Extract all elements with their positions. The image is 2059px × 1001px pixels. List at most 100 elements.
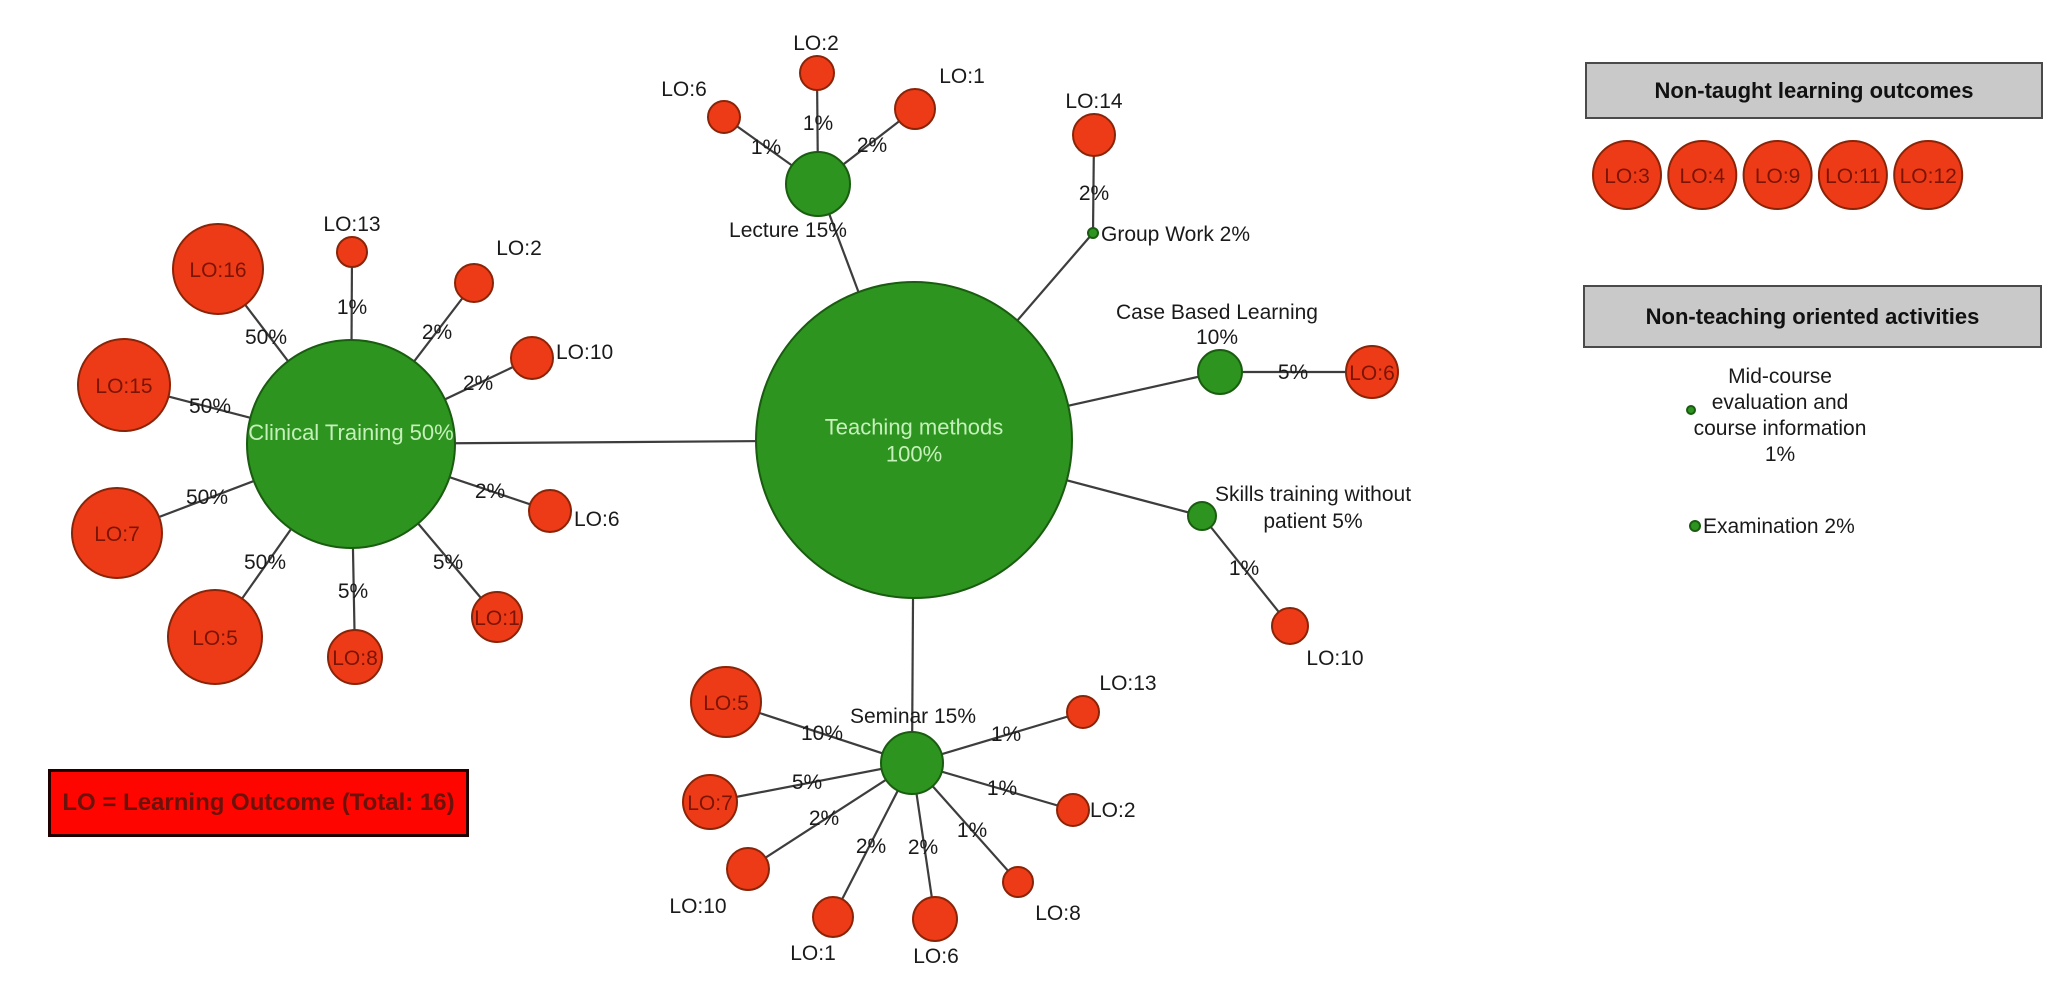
node-outer-label-seminar-lo2: LO:2 <box>1090 799 1136 822</box>
node-outer-label-lecture-lo1: LO:1 <box>939 65 985 88</box>
legend-outcome-lo-3 <box>1592 140 1662 210</box>
node-seminar-lo5 <box>690 666 762 738</box>
node-label-clinical-lo15: LO:15 <box>95 375 152 398</box>
node-clinical-lo8 <box>327 629 383 685</box>
node-outer-label-group-work: Group Work 2% <box>1101 223 1250 246</box>
edge-label-seminar--seminar-lo8: 1% <box>957 819 987 842</box>
legend-outcome-label-lo-9: LO:9 <box>1755 165 1801 188</box>
node-case-based-learning <box>1197 349 1243 395</box>
edge-label-skills-training--skills-lo10: 1% <box>1229 557 1259 580</box>
case-based-learning-label: Case Based Learning 10% <box>1116 301 1318 349</box>
edge-label-seminar--seminar-lo10: 2% <box>809 807 839 830</box>
edge-label-group-work--groupwork-lo14: 2% <box>1079 182 1109 205</box>
node-seminar <box>880 731 944 795</box>
edge-seminar--seminar-lo7 <box>709 761 913 804</box>
node-label-clinical-training: Clinical Training 50% <box>248 420 453 445</box>
legend-activities-title: Non-teaching oriented activities <box>1645 303 1980 329</box>
edge-label-clinical-training--clinical-lo1: 5% <box>433 551 463 574</box>
edge-label-lecture--lecture-lo2: 1% <box>803 112 833 135</box>
node-outer-label-seminar-lo10: LO:10 <box>669 895 726 918</box>
legend-outcome-lo-11 <box>1817 140 1888 210</box>
node-seminar-lo7 <box>682 774 738 830</box>
node-label-cbl-lo6: LO:6 <box>1349 362 1395 385</box>
edge-label-lecture--lecture-lo6: 1% <box>751 136 781 159</box>
node-clinical-lo16 <box>172 223 264 315</box>
node-outer-label-seminar-lo6: LO:6 <box>913 945 959 968</box>
edge-label-clinical-training--clinical-lo15: 50% <box>189 395 231 418</box>
node-outer-label-clinical-lo13: LO:13 <box>323 213 380 236</box>
node-cbl-lo6 <box>1345 345 1399 399</box>
node-outer-label-seminar: Seminar 15% <box>850 705 976 728</box>
node-seminar-lo8 <box>1002 866 1034 898</box>
node-label-seminar-lo7: LO:7 <box>687 792 733 815</box>
edge-label-lecture--lecture-lo1: 2% <box>857 134 887 157</box>
node-clinical-lo2 <box>454 263 494 303</box>
legend-outcome-lo-12 <box>1893 140 1964 210</box>
node-seminar-lo6 <box>912 896 958 942</box>
legend-activity-examination-label: Examination 2% <box>1703 515 1855 538</box>
edge-label-seminar--seminar-lo7: 5% <box>792 771 822 794</box>
node-lecture-lo2 <box>799 55 835 91</box>
node-label-clinical-lo16: LO:16 <box>189 259 246 282</box>
node-outer-label-seminar-lo1: LO:1 <box>790 942 836 965</box>
node-outer-label-lecture-lo6: LO:6 <box>661 78 707 101</box>
node-label-seminar-lo5: LO:5 <box>703 692 749 715</box>
legend-activities-header: Non-teaching oriented activities <box>1583 285 2042 348</box>
node-clinical-lo10 <box>510 336 554 380</box>
node-label-clinical-lo5: LO:5 <box>192 627 238 650</box>
node-label-clinical-lo8: LO:8 <box>332 647 378 670</box>
node-outer-label-skills-lo10: LO:10 <box>1306 647 1363 670</box>
node-outer-label-seminar-lo13: LO:13 <box>1099 672 1156 695</box>
edge-label-case-based-learning--cbl-lo6: 5% <box>1278 361 1308 384</box>
lo-abbreviation-note-text: LO = Learning Outcome (Total: 16) <box>62 789 455 816</box>
node-clinical-training <box>246 339 456 549</box>
node-outer-label-clinical-lo6: LO:6 <box>574 508 620 531</box>
node-seminar-lo13 <box>1066 695 1100 729</box>
edge-label-clinical-training--clinical-lo5: 50% <box>244 551 286 574</box>
skills-training-label: Skills training without patient 5% <box>1215 483 1411 533</box>
edge-label-clinical-training--clinical-lo8: 5% <box>338 580 368 603</box>
node-seminar-lo10 <box>726 847 770 891</box>
edge-label-clinical-training--clinical-lo2: 2% <box>422 321 452 344</box>
node-lecture-lo6 <box>707 100 741 134</box>
edge-label-clinical-training--clinical-lo6: 2% <box>475 480 505 503</box>
edge-label-seminar--seminar-lo6: 2% <box>908 836 938 859</box>
edge-skills-training--skills-lo10 <box>1201 515 1291 627</box>
node-mid-course-dot <box>1686 405 1696 415</box>
legend-non-taught-header: Non-taught learning outcomes <box>1585 62 2043 119</box>
legend-outcome-label-lo-11: LO:11 <box>1825 165 1881 188</box>
legend-outcome-lo-9 <box>1742 140 1813 210</box>
node-seminar-lo2 <box>1056 793 1090 827</box>
edge-label-seminar--seminar-lo13: 1% <box>991 723 1021 746</box>
node-examination-dot <box>1689 520 1701 532</box>
node-outer-label-seminar-lo8: LO:8 <box>1035 902 1081 925</box>
legend-outcome-label-lo-12: LO:12 <box>1900 165 1957 188</box>
legend-non-taught-title: Non-taught learning outcomes <box>1654 77 1974 103</box>
node-clinical-lo13 <box>336 236 368 268</box>
node-clinical-lo7 <box>71 487 163 579</box>
edge-label-seminar--seminar-lo1: 2% <box>856 835 886 858</box>
edge-label-clinical-training--clinical-lo7: 50% <box>186 486 228 509</box>
node-outer-label-groupwork-lo14: LO:14 <box>1065 90 1123 113</box>
node-label-teaching-methods: Teaching methods 100% <box>825 415 1004 467</box>
node-clinical-lo6 <box>528 489 572 533</box>
edge-label-clinical-training--clinical-lo10: 2% <box>463 372 493 395</box>
node-label-clinical-lo1: LO:1 <box>474 607 520 630</box>
node-lecture <box>785 151 851 217</box>
node-skills-lo10 <box>1271 607 1309 645</box>
edge-label-clinical-training--clinical-lo13: 1% <box>337 296 367 319</box>
node-group-work <box>1087 227 1099 239</box>
edge-label-clinical-training--clinical-lo16: 50% <box>245 326 287 349</box>
node-clinical-lo1 <box>471 591 523 643</box>
node-outer-label-lecture: Lecture 15% <box>729 219 847 242</box>
node-lecture-lo1 <box>894 88 936 130</box>
node-clinical-lo5 <box>167 589 263 685</box>
node-skills-training <box>1187 501 1217 531</box>
node-outer-label-clinical-lo10: LO:10 <box>556 341 613 364</box>
legend-outcome-label-lo-3: LO:3 <box>1604 165 1650 188</box>
legend-activity-mid-course-label: Mid-course evaluation and course informati… <box>1694 365 1867 466</box>
legend-outcome-lo-4 <box>1667 140 1738 210</box>
node-seminar-lo1 <box>812 896 854 938</box>
